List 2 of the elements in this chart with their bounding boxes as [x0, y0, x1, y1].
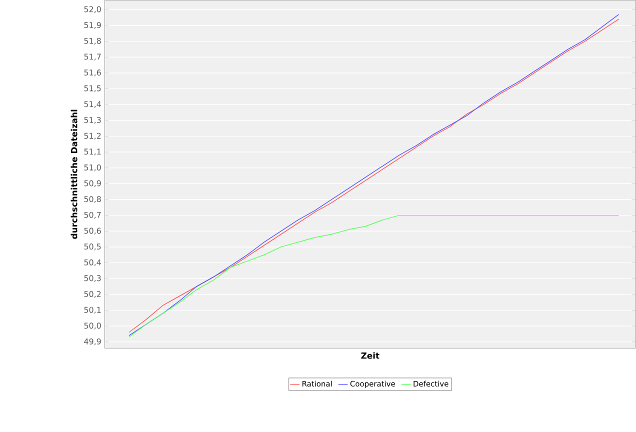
y-axis-title: durchschnittliche Dateizahl — [70, 110, 78, 239]
x-axis-title: Zeit — [361, 352, 380, 359]
